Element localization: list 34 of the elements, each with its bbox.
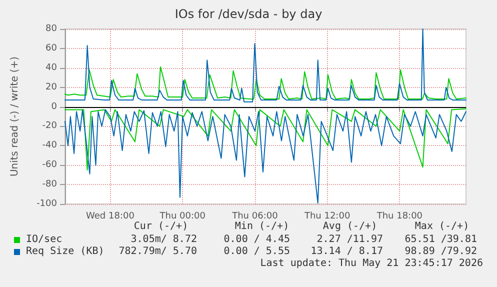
y-tick-label: 60 (46, 43, 58, 54)
y-tick-label: 40 (46, 62, 58, 73)
line-series (64, 28, 466, 102)
text: 65.51 /39.81 (404, 234, 477, 246)
y-axis-title: Units read (-) / write (+) (10, 56, 20, 177)
y-tick-label: -20 (42, 121, 58, 132)
line-series (64, 66, 466, 100)
text: 3.05m/ 8.72 (130, 234, 197, 246)
text: Cur (-/+) (134, 221, 188, 233)
x-tick-label: Thu 00:00 (158, 212, 206, 222)
y-tick-label: 20 (46, 82, 58, 92)
x-tick-label: Thu 06:00 (231, 212, 278, 222)
text: Avg (-/+) (322, 221, 378, 233)
y-tick-label: 80 (46, 24, 58, 34)
text: Last update: Thu May 21 23:45:17 2026 (260, 258, 483, 270)
y-tick-label: -40 (42, 140, 58, 151)
y-tick-label: 0 (51, 102, 58, 112)
text: 13.14 / 8.17 (310, 246, 383, 258)
text: 98.89 /79.92 (404, 246, 477, 258)
text: 2.27 /11.97 (316, 234, 383, 246)
y-tick-label: -80 (42, 180, 58, 190)
text: Max (-/+) (414, 221, 470, 233)
text: 782.79m/ 5.70 (118, 246, 197, 258)
chart-title: IOs for /dev/sda - by day (174, 7, 322, 21)
text: Min (-/+) (234, 221, 290, 233)
y-tick-label: -60 (42, 160, 58, 170)
x-tick-label: Thu 18:00 (376, 212, 423, 222)
legend-label: Req Size (KB) (26, 246, 104, 258)
legend-label: IO/sec (26, 234, 62, 246)
text: 0.00 / 4.45 (224, 234, 290, 246)
x-tick-label: Wed 18:00 (86, 212, 135, 222)
x-tick-label: Thu 12:00 (303, 212, 350, 222)
y-tick-label: -100 (36, 199, 58, 209)
text: 0.00 / 5.55 (224, 246, 290, 258)
